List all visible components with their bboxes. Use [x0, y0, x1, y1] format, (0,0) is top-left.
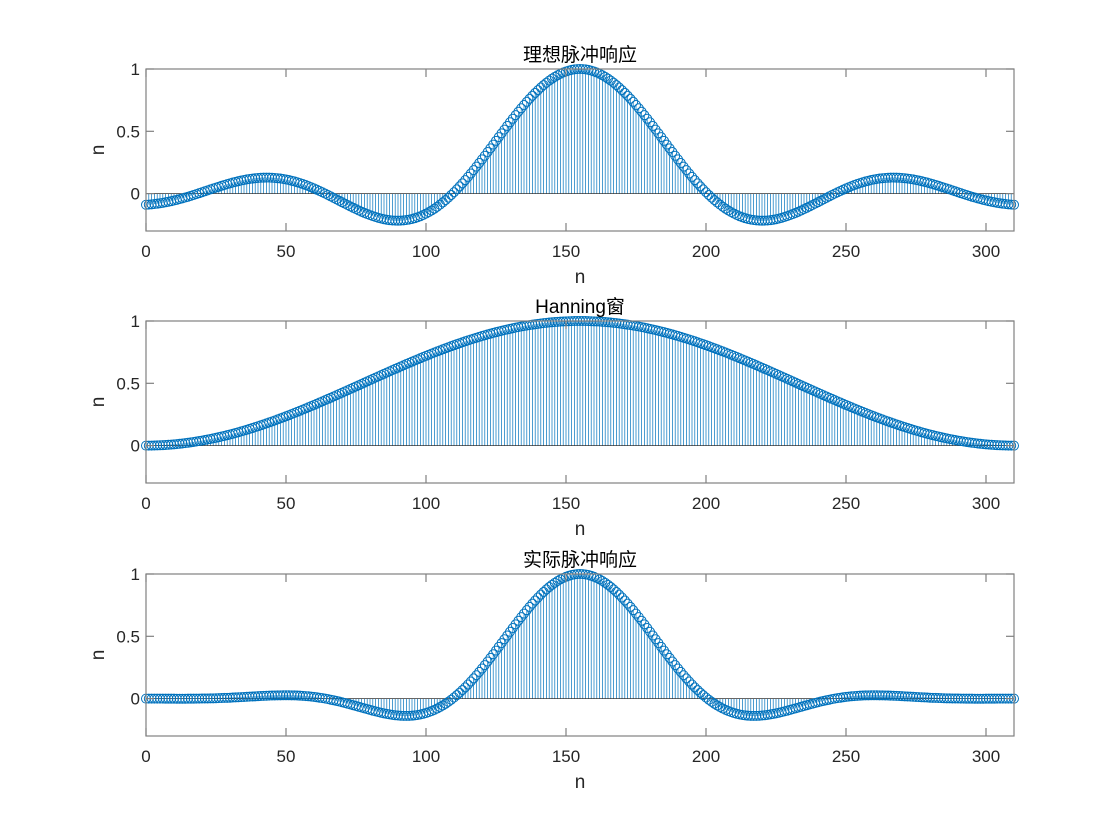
- y-tick-label: 0: [131, 690, 140, 709]
- y-tick-label: 0.5: [116, 122, 140, 141]
- x-tick-label: 150: [552, 747, 580, 766]
- x-tick-label: 0: [141, 747, 150, 766]
- x-tick-label: 0: [141, 242, 150, 261]
- x-tick-label: 50: [277, 747, 296, 766]
- x-tick-label: 50: [277, 494, 296, 513]
- plot-title: 理想脉冲响应: [523, 44, 637, 66]
- subplot-actual-impulse-response: 0 50 100 150 200 250 300 0 0.5 1 实际脉冲响应 n n: [88, 549, 1019, 793]
- y-axis-label: n: [88, 650, 109, 661]
- axes-frame: 0 50 100 150 200 250 300 0 0.5 1: [116, 60, 1015, 261]
- y-axis-label: n: [88, 397, 109, 408]
- stem-series: [141, 569, 1019, 721]
- x-tick-label: 50: [277, 242, 296, 261]
- x-axis-label: n: [575, 519, 586, 540]
- x-tick-label: 0: [141, 494, 150, 513]
- x-tick-label: 100: [412, 747, 440, 766]
- axes-frame: 0 50 100 150 200 250 300 0 0.5 1: [116, 565, 1015, 766]
- x-tick-label: 100: [412, 494, 440, 513]
- subplot-ideal-impulse-response: 0 50 100 150 200 250 300 0 0.5 1 理想脉冲响应 n n: [88, 44, 1019, 288]
- y-tick-label: 0: [131, 185, 140, 204]
- x-tick-label: 250: [832, 494, 860, 513]
- stem-series: [141, 64, 1019, 226]
- x-tick-label: 300: [972, 747, 1000, 766]
- x-tick-label: 250: [832, 242, 860, 261]
- x-tick-label: 200: [692, 242, 720, 261]
- y-tick-label: 0.5: [116, 627, 140, 646]
- y-tick-label: 0.5: [116, 374, 140, 393]
- y-tick-label: 1: [131, 60, 140, 79]
- x-tick-label: 150: [552, 242, 580, 261]
- y-tick-label: 1: [131, 565, 140, 584]
- x-tick-label: 100: [412, 242, 440, 261]
- x-tick-label: 200: [692, 494, 720, 513]
- y-axis-label: n: [88, 145, 109, 156]
- x-tick-label: 300: [972, 242, 1000, 261]
- subplot-hanning-window: 0 50 100 150 200 250 300 0 0.5 1 Hanning窗 n n: [88, 296, 1019, 540]
- x-tick-label: 250: [832, 747, 860, 766]
- x-tick-label: 200: [692, 747, 720, 766]
- x-axis-label: n: [575, 267, 586, 288]
- y-tick-label: 1: [131, 312, 140, 331]
- axes-frame: 0 50 100 150 200 250 300 0 0.5 1: [116, 312, 1015, 513]
- plot-title: 实际脉冲响应: [523, 549, 637, 571]
- x-axis-label: n: [575, 772, 586, 793]
- x-tick-label: 300: [972, 494, 1000, 513]
- x-tick-label: 150: [552, 494, 580, 513]
- y-tick-label: 0: [131, 437, 140, 456]
- plot-title: Hanning窗: [535, 296, 625, 318]
